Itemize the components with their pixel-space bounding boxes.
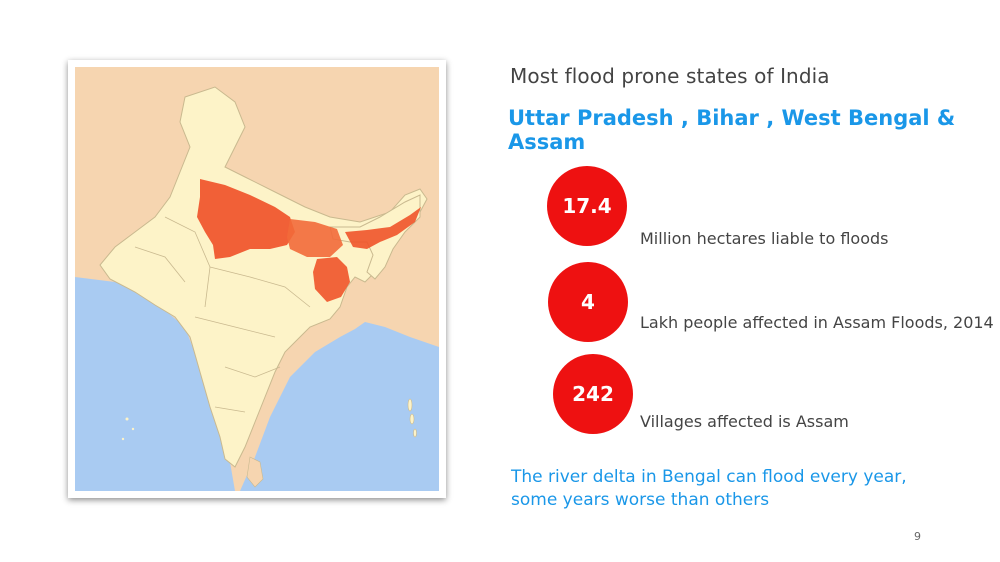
sri-lanka [246, 456, 264, 488]
stat-circle-people: 4 [548, 262, 628, 342]
footnote: The river delta in Bengal can flood ever… [511, 466, 931, 512]
stat-label-people: Lakh people affected in Assam Floods, 20… [640, 313, 994, 332]
slide-subtitle: Most flood prone states of India [510, 64, 830, 88]
slide-headline: Uttar Pradesh , Bihar , West Bengal & As… [508, 106, 956, 154]
state-borders [134, 216, 311, 413]
bihar-highlight [287, 219, 343, 257]
arabian-sea [75, 277, 235, 491]
andaman-islands [407, 398, 417, 438]
stat-circle-hectares: 17.4 [547, 166, 627, 246]
assam-highlight [345, 207, 421, 249]
footnote-line-2: some years worse than others [511, 490, 770, 510]
stat-label-villages: Villages affected is Assam [640, 412, 849, 431]
india-map-image [75, 67, 439, 491]
india-flood-map [68, 60, 446, 498]
india-land [99, 86, 428, 468]
uttar-pradesh-highlight [197, 179, 295, 259]
bay-of-bengal [240, 322, 439, 491]
stat-circle-villages: 242 [553, 354, 633, 434]
stat-label-hectares: Million hectares liable to floods [640, 229, 889, 248]
footnote-line-1: The river delta in Bengal can flood ever… [511, 467, 907, 487]
page-number: 9 [914, 530, 921, 543]
lakshadweep-islands [121, 417, 135, 441]
west-bengal-highlight [313, 257, 350, 302]
